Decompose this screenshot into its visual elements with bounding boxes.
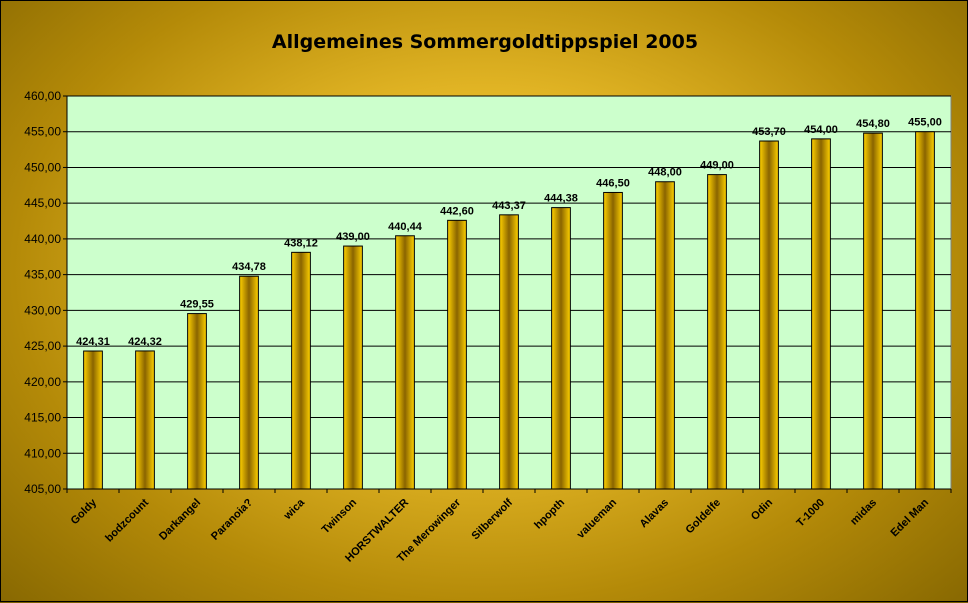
data-label: 442,60 <box>440 205 474 217</box>
y-tick-label: 445,00 <box>24 196 61 210</box>
y-tick-label: 440,00 <box>24 232 61 246</box>
y-tick-label: 410,00 <box>24 446 61 460</box>
data-label: 444,38 <box>544 193 578 205</box>
bar <box>135 350 155 490</box>
bar <box>343 245 363 490</box>
data-label: 449,00 <box>700 160 734 172</box>
x-tick-label: Goldy <box>69 496 100 527</box>
bar <box>395 235 415 490</box>
data-label: 453,70 <box>752 126 786 138</box>
data-label: 440,44 <box>388 221 423 233</box>
x-tick-label: T-1000 <box>794 497 827 530</box>
data-label: 454,00 <box>804 124 838 136</box>
x-tick-label: midas <box>848 497 879 528</box>
x-tick-label: hpopth <box>532 496 567 531</box>
data-label: 455,00 <box>908 117 942 129</box>
data-labels: 424,31 424,32 429,55 434,78 438,12 439,00 440,… <box>76 117 942 348</box>
data-label: 446,50 <box>596 177 630 189</box>
data-label: 448,00 <box>648 167 682 179</box>
bar <box>759 140 779 490</box>
data-label: 443,37 <box>492 200 526 212</box>
x-tick-label: Edel Man <box>888 496 931 539</box>
x-tick-label: Paranoia? <box>209 496 255 542</box>
x-tick-label: wica <box>281 496 308 523</box>
x-tick-label: Alavas <box>638 497 672 531</box>
y-tick-label: 450,00 <box>24 160 61 174</box>
bar <box>447 219 467 490</box>
data-label: 439,00 <box>336 231 370 243</box>
bar <box>499 214 519 490</box>
bar <box>187 313 207 490</box>
data-label: 424,32 <box>128 336 162 348</box>
bar <box>811 138 831 490</box>
data-label: 429,55 <box>180 299 214 311</box>
bar <box>603 191 623 490</box>
data-label: 454,80 <box>856 118 890 130</box>
data-label: 424,31 <box>76 336 110 348</box>
y-axis-ticks: 405,00 410,00 415,00 420,00 425,00 430,00 435,… <box>24 89 67 496</box>
bar <box>707 174 727 490</box>
bar <box>291 251 311 490</box>
bar <box>915 131 935 490</box>
bar <box>239 275 259 490</box>
y-tick-label: 425,00 <box>24 339 61 353</box>
y-tick-label: 415,00 <box>24 411 61 425</box>
x-tick-label: Odin <box>749 496 775 522</box>
data-label: 438,12 <box>284 237 318 249</box>
bar <box>863 132 883 490</box>
chart-title: Allgemeines Sommergoldtippspiel 2005 <box>272 31 698 53</box>
x-tick-label: Goldelfe <box>684 497 724 537</box>
x-tick-label: Darkangel <box>157 497 203 543</box>
y-tick-label: 430,00 <box>24 303 61 317</box>
y-tick-label: 455,00 <box>24 125 61 139</box>
x-tick-label: valueman <box>575 496 620 541</box>
y-tick-label: 435,00 <box>24 268 61 282</box>
x-tick-label: Twinson <box>320 496 360 536</box>
bar <box>551 207 571 490</box>
x-tick-label: bodzcount <box>103 496 151 544</box>
x-tick-label: Silberwolf <box>469 496 515 542</box>
x-axis-labels: Goldy bodzcount Darkangel Paranoia? wica Twin… <box>66 489 952 565</box>
data-label: 434,78 <box>232 261 266 273</box>
bars <box>83 131 935 490</box>
bar <box>83 350 103 490</box>
y-tick-label: 420,00 <box>24 375 61 389</box>
y-tick-label: 405,00 <box>24 482 61 496</box>
y-tick-label: 460,00 <box>24 89 61 103</box>
bar <box>655 181 675 490</box>
